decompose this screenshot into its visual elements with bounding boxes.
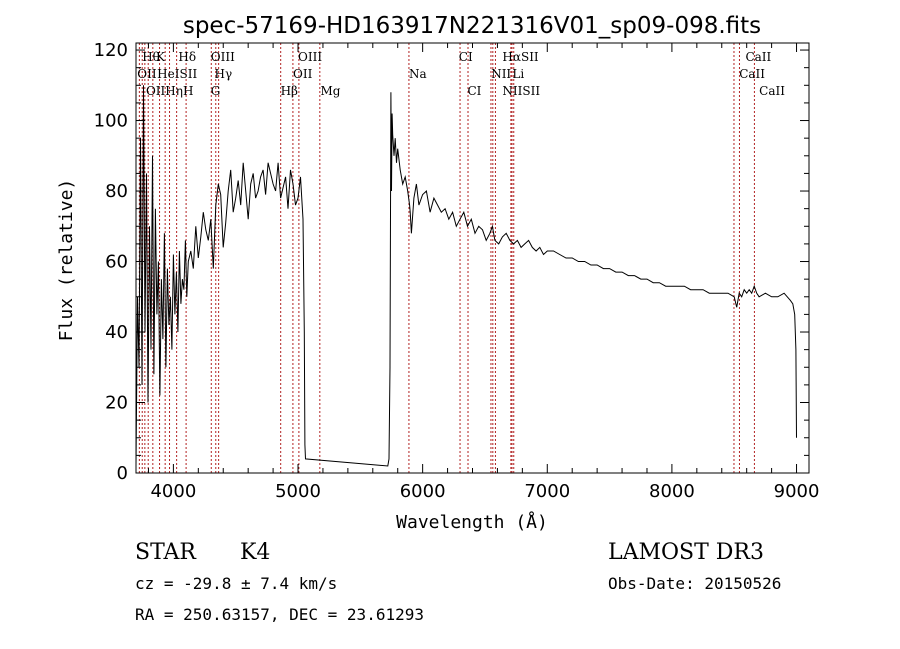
x-tick-label: 9000 bbox=[774, 481, 820, 502]
y-tick-label: 100 bbox=[94, 111, 128, 132]
y-tick-label: 40 bbox=[105, 322, 128, 343]
spectral-line-label: CaII bbox=[759, 84, 785, 98]
spectral-line-label: OII bbox=[137, 67, 157, 81]
x-tick-label: 8000 bbox=[649, 481, 695, 502]
observation-date: Obs-Date: 20150526 bbox=[608, 574, 782, 593]
spectral-line-label: Hθ bbox=[142, 50, 160, 64]
spectral-line-label: OII bbox=[293, 67, 313, 81]
spectral-line-label: CaII bbox=[739, 67, 765, 81]
spectral-line-label: CaII bbox=[745, 50, 771, 64]
redshift-cz: cz = -29.8 ± 7.4 km/s bbox=[135, 574, 338, 593]
spectral-line-label: Na bbox=[409, 67, 427, 81]
y-tick-label: 20 bbox=[105, 393, 128, 414]
spectral-line-label: NIISII bbox=[502, 84, 540, 98]
spectral-line-markers bbox=[138, 43, 755, 473]
spectral-line-label: Mg bbox=[320, 84, 340, 98]
x-tick-label: 6000 bbox=[400, 481, 446, 502]
spectral-line-label: CI bbox=[468, 84, 482, 98]
spectral-line-label: HeISII bbox=[157, 67, 197, 81]
plot-frame bbox=[135, 42, 810, 474]
y-tick-label: 120 bbox=[94, 40, 128, 61]
spectral-line-label: NII bbox=[491, 67, 511, 81]
spectrum-series bbox=[135, 85, 797, 467]
y-axis-label: Flux (relative) bbox=[56, 179, 77, 342]
spectral-line-label: Hγ bbox=[215, 67, 233, 81]
spectral-line-label: CI bbox=[459, 50, 473, 64]
spectral-line-label: G bbox=[211, 84, 221, 98]
chart-title: spec-57169-HD163917N221316V01_sp09-098.f… bbox=[183, 13, 761, 39]
y-tick-label: 60 bbox=[105, 252, 128, 273]
spectral-line-label: OIII bbox=[211, 50, 235, 64]
axis-ticks: 4000 5000 6000 7000 8000 9000 0 20 40 60 80 100 120 bbox=[94, 40, 820, 502]
spectrum-line bbox=[135, 85, 797, 467]
spectral-line-label: HαSII bbox=[502, 50, 539, 64]
y-tick-label: 80 bbox=[105, 181, 128, 202]
spectral-line-label: Li bbox=[512, 67, 524, 81]
x-tick-label: 7000 bbox=[524, 481, 570, 502]
survey-name: LAMOST DR3 bbox=[608, 540, 764, 565]
object-class: STAR bbox=[135, 540, 196, 565]
spectral-line-label: Hδ bbox=[178, 50, 196, 64]
coordinates: RA = 250.63157, DEC = 23.61293 bbox=[135, 605, 424, 624]
y-tick-label: 0 bbox=[117, 463, 128, 484]
spectral-line-label: K bbox=[156, 50, 166, 64]
spectral-line-label: OIIHηH bbox=[146, 84, 193, 98]
object-subclass: K4 bbox=[240, 540, 271, 565]
spectral-line-label: Hβ bbox=[281, 84, 298, 98]
spectral-line-label: OIII bbox=[298, 50, 322, 64]
x-tick-label: 4000 bbox=[150, 481, 196, 502]
x-tick-label: 5000 bbox=[275, 481, 321, 502]
x-axis-label: Wavelength (Å) bbox=[396, 511, 548, 533]
